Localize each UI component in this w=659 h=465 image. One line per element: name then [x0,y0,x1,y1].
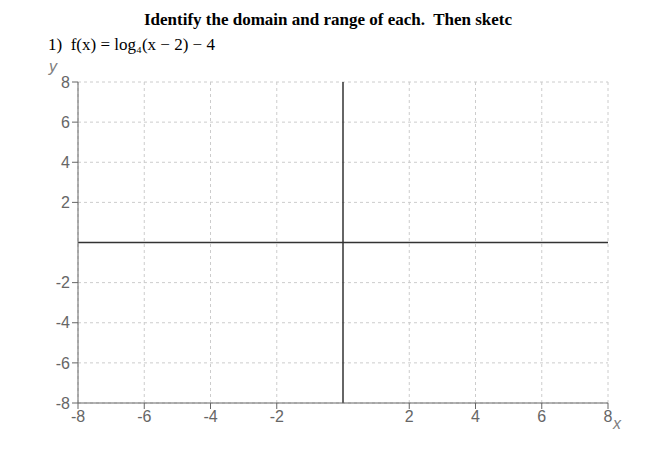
svg-text:-2: -2 [270,408,284,425]
svg-text:-4: -4 [203,408,217,425]
html-text:Identify the domain and range: Identify the domain and range of each. T… [144,10,512,29]
svg-text:-6: -6 [56,355,70,372]
svg-text:-8: -8 [71,408,85,425]
svg-text:6: 6 [61,114,70,131]
svg-text:6: 6 [537,408,546,425]
svg-text:-4: -4 [56,314,70,331]
svg-text:4: 4 [471,408,480,425]
html-text:1) f(x) = log₄(x − 2) − 4: 1) f(x) = log₄(x − 2) − 4 [48,35,215,54]
svg-text:2: 2 [61,194,70,211]
svg-text:4: 4 [61,154,70,171]
svg-text:-2: -2 [56,274,70,291]
svg-text:8: 8 [61,74,70,91]
svg-text:x: x [612,415,622,432]
svg-text:y: y [48,58,58,75]
svg-text:8: 8 [604,408,613,425]
svg-text:-6: -6 [137,408,151,425]
svg-text:-8: -8 [56,395,70,412]
svg-text:2: 2 [405,408,414,425]
